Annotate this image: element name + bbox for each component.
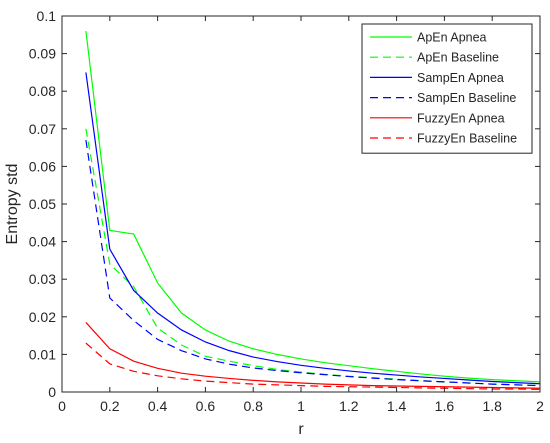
- x-tick-label: 1.2: [339, 398, 359, 414]
- legend-entry: FuzzyEn Baseline: [417, 132, 517, 146]
- x-tick-label: 0.2: [100, 398, 120, 414]
- y-tick-label: 0.07: [29, 121, 56, 137]
- axis-ticks: 0 0.2 0.4 0.6 0.8 1 1.2 1.4 1.6 1.8 2 0 0.01 0.02 0.03…: [29, 8, 544, 414]
- series-line-fuzzyen-apnea: [85, 322, 541, 389]
- y-tick-label: 0.04: [29, 234, 56, 250]
- y-tick-label: 0.05: [29, 196, 56, 212]
- series-lines: [85, 30, 541, 390]
- legend: ApEn Apnea ApEn Baseline SampEn Apnea SampE…: [361, 23, 533, 154]
- x-tick-label: 0.4: [148, 398, 168, 414]
- legend-entry: ApEn Baseline: [417, 51, 499, 65]
- y-tick-label: 0.02: [29, 309, 56, 325]
- y-tick-label: 0.01: [29, 346, 56, 362]
- series-line-apen-apnea: [85, 30, 541, 383]
- series-line-fuzzyen-baseline: [85, 342, 541, 390]
- series-line-sampen-baseline: [85, 139, 541, 387]
- y-tick-label: 0.09: [29, 46, 56, 62]
- series-line-sampen-apnea: [85, 72, 541, 385]
- y-tick-label: 0.1: [37, 8, 57, 24]
- y-tick-label: 0: [48, 384, 56, 400]
- y-tick-label: 0.03: [29, 271, 56, 287]
- legend-entry: SampEn Apnea: [417, 71, 504, 85]
- legend-entry: ApEn Apnea: [417, 31, 487, 45]
- legend-entry: FuzzyEn Apnea: [417, 111, 505, 125]
- legend-box: [361, 23, 533, 154]
- x-tick-label: 0.8: [243, 398, 263, 414]
- x-tick-label: 2: [536, 398, 544, 414]
- x-tick-label: 1: [297, 398, 305, 414]
- x-tick-label: 0: [58, 398, 66, 414]
- x-tick-label: 1.6: [435, 398, 455, 414]
- y-axis-label: Entropy std: [4, 164, 21, 245]
- y-tick-label: 0.06: [29, 158, 56, 174]
- x-axis-label: r: [298, 421, 304, 438]
- x-tick-label: 0.6: [196, 398, 216, 414]
- x-tick-label: 1.4: [387, 398, 407, 414]
- y-tick-label: 0.08: [29, 83, 56, 99]
- legend-entry: SampEn Baseline: [417, 91, 516, 105]
- x-tick-label: 1.8: [482, 398, 502, 414]
